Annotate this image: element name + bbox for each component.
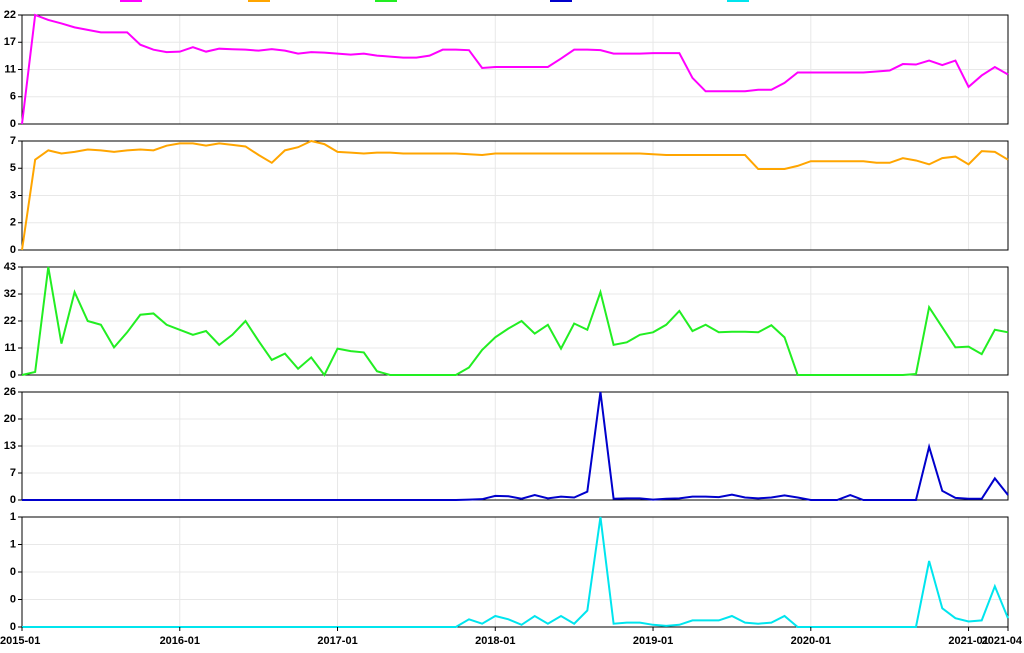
x-tick-label: 2019-01: [633, 635, 673, 647]
panel-frame: [21, 266, 1009, 376]
x-tick-label: 2018-01: [475, 635, 515, 647]
x-tick-label: 2021-01: [948, 635, 988, 647]
x-tick-label: 2017-01: [317, 635, 357, 647]
y-tick-label: 22: [4, 9, 16, 21]
y-tick-label: 0: [10, 369, 16, 381]
y-tick-label: 32: [4, 288, 16, 300]
y-tick-label: 0: [10, 118, 16, 130]
y-tick-label: 26: [4, 386, 16, 398]
y-tick-label: 6: [10, 91, 16, 103]
y-tick-label: 5: [10, 162, 16, 174]
line-series: [22, 391, 1009, 501]
y-tick-label: 22: [4, 315, 16, 327]
line-series: [22, 516, 1009, 628]
y-tick-label: 7: [10, 467, 16, 479]
y-tick-label: 2: [10, 217, 16, 229]
x-tick-label: 2015-01: [0, 635, 40, 647]
line-series: [21, 13, 1009, 125]
y-tick-label: 0: [10, 494, 16, 506]
y-tick-label: 13: [4, 440, 16, 452]
y-tick-label: 17: [4, 36, 16, 48]
y-tick-label: 3: [10, 189, 16, 201]
line-series: [21, 266, 1009, 377]
y-tick-label: 43: [4, 261, 16, 273]
y-tick-label: 0: [10, 244, 16, 256]
x-tick-label: 2021-04: [982, 635, 1023, 647]
panel-frame: [21, 391, 1009, 501]
x-tick-label: 2020-01: [791, 635, 831, 647]
x-tick-label: 2016-01: [160, 635, 200, 647]
panel-frame: [21, 516, 1009, 628]
y-tick-label: 1: [10, 511, 16, 523]
y-tick-label: 11: [4, 63, 16, 75]
panel-frame: [21, 14, 1009, 125]
y-tick-label: 20: [4, 413, 16, 425]
y-tick-label: 7: [10, 135, 16, 147]
y-tick-label: 0: [10, 593, 16, 605]
line-series: [21, 139, 1009, 251]
panel-frame: [21, 140, 1009, 251]
y-tick-label: 0: [10, 621, 16, 633]
y-tick-label: 1: [10, 538, 16, 550]
y-tick-label: 11: [4, 342, 16, 354]
y-tick-label: 0: [10, 566, 16, 578]
